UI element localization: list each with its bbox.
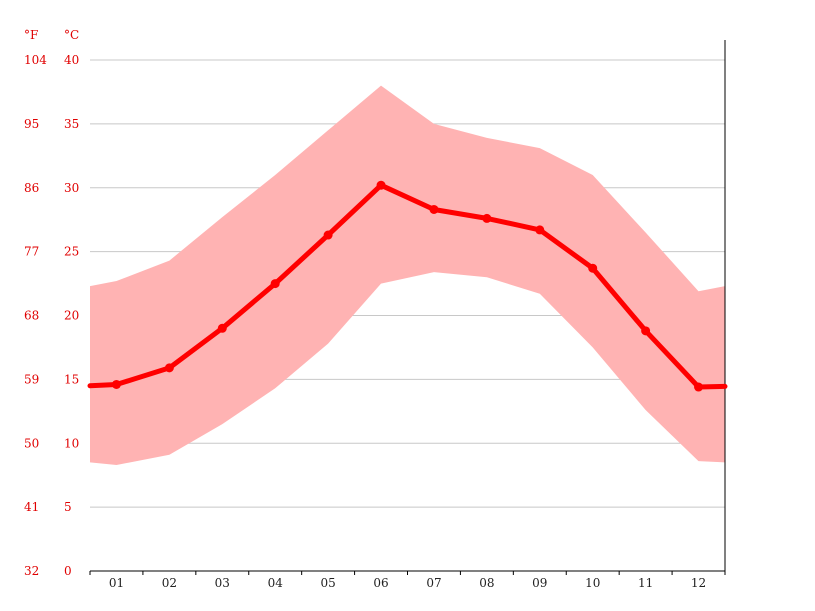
- y-tick-label-fahrenheit: 86: [24, 181, 39, 195]
- y-tick-label-celsius: 20: [64, 309, 79, 323]
- y-tick-label-celsius: 5: [64, 500, 72, 514]
- celsius-unit-label: °C: [64, 28, 79, 42]
- data-point-month-04: [270, 279, 280, 289]
- data-point-month-07: [429, 204, 439, 214]
- y-tick-label-fahrenheit: 32: [24, 564, 39, 578]
- y-tick-label-celsius: 25: [64, 245, 79, 259]
- x-tick-label: 11: [638, 576, 653, 590]
- x-tick-label: 10: [585, 576, 600, 590]
- x-tick-label: 02: [162, 576, 177, 590]
- x-tick-label: 04: [268, 576, 284, 590]
- data-point-month-01: [111, 379, 121, 389]
- x-tick-label: 01: [109, 576, 124, 590]
- x-tick-label: 03: [215, 576, 230, 590]
- y-tick-label-fahrenheit: 104: [24, 53, 47, 67]
- y-tick-label-fahrenheit: 50: [24, 436, 39, 450]
- fahrenheit-unit-label: °F: [24, 28, 38, 42]
- data-point-month-02: [164, 363, 174, 373]
- y-tick-label-fahrenheit: 41: [24, 500, 39, 514]
- data-point-month-12: [694, 382, 704, 392]
- x-tick-label: 08: [479, 576, 494, 590]
- y-tick-label-fahrenheit: 68: [24, 309, 39, 323]
- y-tick-label-fahrenheit: 95: [24, 117, 39, 131]
- x-tick-label: 12: [691, 576, 706, 590]
- data-point-month-06: [376, 180, 386, 190]
- y-tick-label-celsius: 0: [64, 564, 72, 578]
- average-temperature-line: [87, 182, 728, 390]
- data-point-month-10: [588, 263, 598, 273]
- data-point-month-11: [641, 326, 651, 336]
- x-tick-label: 09: [532, 576, 547, 590]
- x-tick-label: 05: [320, 576, 335, 590]
- y-tick-label-celsius: 10: [64, 436, 79, 450]
- y-tick-label-celsius: 40: [64, 53, 79, 67]
- data-point-month-08: [482, 213, 492, 223]
- data-point-month-09: [535, 225, 545, 235]
- y-tick-label-celsius: 15: [64, 372, 79, 386]
- y-tick-label-celsius: 30: [64, 181, 79, 195]
- x-tick-label: 07: [426, 576, 441, 590]
- y-tick-label-celsius: 35: [64, 117, 79, 131]
- y-tick-label-fahrenheit: 59: [24, 372, 39, 386]
- data-point-month-03: [217, 323, 227, 333]
- temperature-range-band: [90, 85, 725, 465]
- data-point-month-05: [323, 230, 333, 240]
- y-tick-label-fahrenheit: 77: [24, 245, 39, 259]
- x-tick-label: 06: [373, 576, 388, 590]
